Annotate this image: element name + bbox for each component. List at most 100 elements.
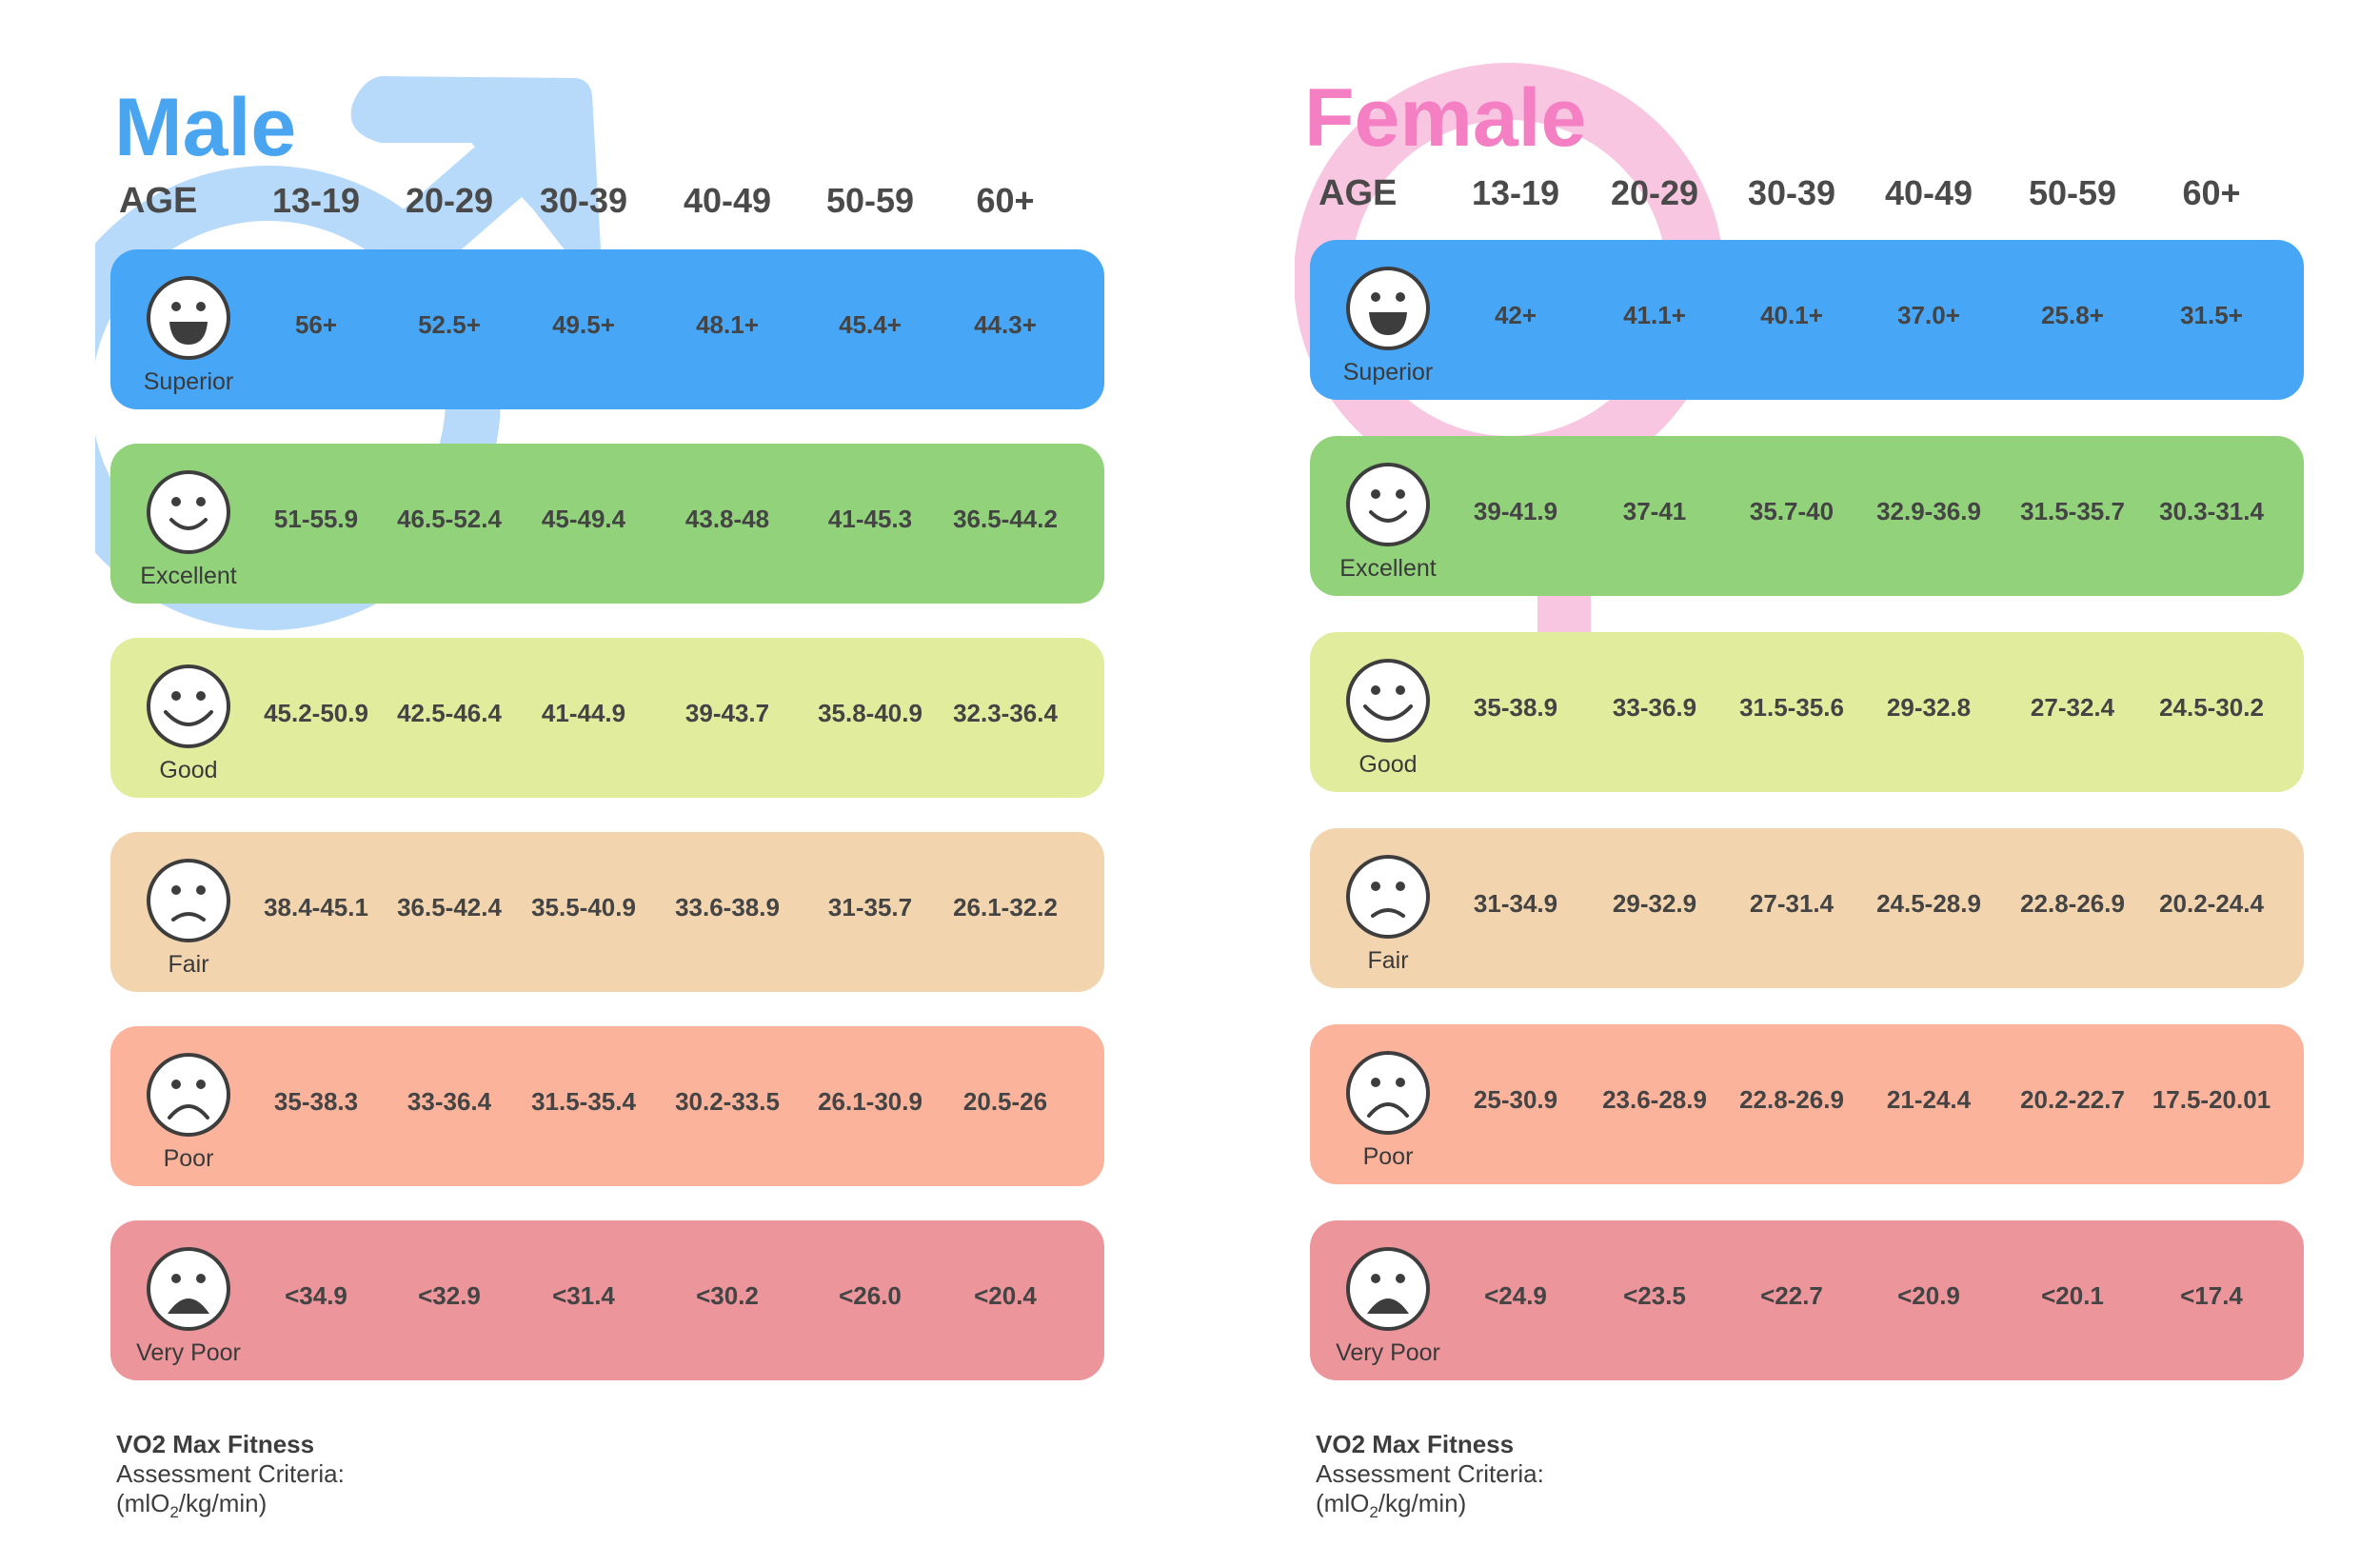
value-cell: 43.8-48 <box>684 505 770 533</box>
age-col-40-49: 40-49 <box>1884 173 1973 212</box>
level-label: Very Poor <box>136 1339 241 1366</box>
value-cell: 29-32.9 <box>1612 889 1697 918</box>
age-col-60-plus: 60+ <box>976 181 1035 220</box>
value-cell: 31.5-35.4 <box>531 1087 636 1116</box>
row-very-poor: Very Poor <34.9 <32.9 <31.4 <30.2 <26.0 … <box>110 1220 1104 1380</box>
footnote-unit: (mlO2/kg/min) <box>116 1489 268 1522</box>
value-cell: 37-41 <box>1622 497 1687 525</box>
value-cell: 33.6-38.9 <box>675 893 780 922</box>
level-label: Excellent <box>1339 555 1437 582</box>
level-label: Poor <box>163 1145 214 1172</box>
value-cell: 37.0+ <box>1897 301 1960 329</box>
frown-face-icon <box>1344 1049 1432 1137</box>
value-cell: <22.7 <box>1760 1281 1823 1310</box>
age-col-40-49: 40-49 <box>683 181 772 220</box>
level-label: Fair <box>1367 947 1409 974</box>
value-cell: 31.5-35.7 <box>2020 497 2125 525</box>
value-cell: 38.4-45.1 <box>264 893 368 922</box>
value-cell: 45-49.4 <box>541 505 626 533</box>
female-age-header: AGE 13-19 20-29 30-39 40-49 50-59 60+ <box>1295 173 2304 230</box>
value-cell: 25-30.9 <box>1473 1085 1558 1114</box>
value-cell: 40.1+ <box>1760 301 1823 329</box>
value-cell: 41-44.9 <box>541 699 626 727</box>
age-label: AGE <box>1319 173 1398 213</box>
value-cell: 31.5+ <box>2180 301 2243 329</box>
row-excellent: Excellent 51-55.9 46.5-52.4 45-49.4 43.8… <box>110 444 1104 604</box>
level-label: Good <box>159 757 218 783</box>
wide-smile-face-icon <box>145 663 232 750</box>
value-cell: <24.9 <box>1484 1281 1547 1310</box>
value-cell: 35-38.3 <box>273 1087 359 1116</box>
value-cell: 31.5-35.6 <box>1739 693 1844 722</box>
male-age-header: AGE 13-19 20-29 30-39 40-49 50-59 60+ <box>95 181 1104 238</box>
level-label: Poor <box>1362 1143 1414 1170</box>
value-cell: 30.2-33.5 <box>675 1087 780 1116</box>
row-fair: Fair 31-34.9 29-32.9 27-31.4 24.5-28.9 2… <box>1310 828 2304 988</box>
level-label: Fair <box>168 951 209 978</box>
row-good: Good 45.2-50.9 42.5-46.4 41-44.9 39-43.7… <box>110 638 1104 798</box>
level-label: Superior <box>1342 359 1434 386</box>
value-cell: 36.5-42.4 <box>397 893 502 922</box>
slight-frown-face-icon <box>1344 853 1432 941</box>
value-cell: 56+ <box>294 310 338 339</box>
value-cell: <23.5 <box>1623 1281 1686 1310</box>
value-cell: 20.2-24.4 <box>2159 889 2264 918</box>
row-excellent: Excellent 39-41.9 37-41 35.7-40 32.9-36.… <box>1310 436 2304 596</box>
value-cell: 46.5-52.4 <box>397 505 502 533</box>
level-label: Good <box>1359 751 1418 778</box>
age-col-20-29: 20-29 <box>1610 173 1699 212</box>
value-cell: 21-24.4 <box>1886 1085 1972 1114</box>
value-cell: 39-41.9 <box>1473 497 1558 525</box>
age-col-50-59: 50-59 <box>2028 173 2117 212</box>
value-cell: 41-45.3 <box>827 505 913 533</box>
row-fair: Fair 38.4-45.1 36.5-42.4 35.5-40.9 33.6-… <box>110 832 1104 992</box>
value-cell: 17.5-20.01 <box>2152 1085 2271 1114</box>
slight-frown-face-icon <box>145 857 232 944</box>
value-cell: <17.4 <box>2180 1281 2243 1310</box>
row-poor: Poor 25-30.9 23.6-28.9 22.8-26.9 21-24.4… <box>1310 1024 2304 1184</box>
value-cell: 48.1+ <box>696 310 759 339</box>
male-footnote: VO2 Max Fitness Assessment Criteria: (ml… <box>116 1430 345 1527</box>
value-cell: 45.4+ <box>839 310 902 339</box>
value-cell: 31-35.7 <box>827 893 913 922</box>
row-poor: Poor 35-38.3 33-36.4 31.5-35.4 30.2-33.5… <box>110 1026 1104 1186</box>
age-col-50-59: 50-59 <box>825 181 915 220</box>
level-label: Superior <box>143 368 234 395</box>
age-col-20-29: 20-29 <box>405 181 494 220</box>
wide-smile-face-icon <box>1344 657 1432 744</box>
value-cell: 25.8+ <box>2041 301 2104 329</box>
age-col-13-19: 13-19 <box>271 181 361 220</box>
footnote-criteria: Assessment Criteria: <box>1316 1459 1544 1488</box>
value-cell: 36.5-44.2 <box>953 505 1058 533</box>
value-cell: 51-55.9 <box>273 505 359 533</box>
footnote-title: VO2 Max Fitness <box>116 1430 315 1458</box>
value-cell: 42+ <box>1494 301 1537 329</box>
value-cell: 27-31.4 <box>1749 889 1835 918</box>
female-panel: Female AGE 13-19 20-29 30-39 40-49 50-59… <box>1295 0 2380 1546</box>
age-label: AGE <box>119 181 198 221</box>
value-cell: 49.5+ <box>552 310 615 339</box>
footnote-title: VO2 Max Fitness <box>1316 1430 1515 1458</box>
female-footnote: VO2 Max Fitness Assessment Criteria: (ml… <box>1316 1430 1544 1527</box>
value-cell: <31.4 <box>552 1281 615 1310</box>
row-superior: Superior 42+ 41.1+ 40.1+ 37.0+ 25.8+ 31.… <box>1310 240 2304 400</box>
value-cell: 26.1-32.2 <box>953 893 1058 922</box>
value-cell: 33-36.9 <box>1612 693 1697 722</box>
smile-face-icon <box>1344 461 1432 548</box>
female-title: Female <box>1304 72 1587 164</box>
value-cell: <20.1 <box>2041 1281 2104 1310</box>
footnote-criteria: Assessment Criteria: <box>116 1459 345 1488</box>
value-cell: <30.2 <box>696 1281 759 1310</box>
value-cell: 31-34.9 <box>1473 889 1558 918</box>
value-cell: 22.8-26.9 <box>1739 1085 1844 1114</box>
frown-face-icon <box>145 1051 232 1139</box>
level-label: Excellent <box>140 563 237 589</box>
value-cell: 41.1+ <box>1623 301 1686 329</box>
row-superior: Superior 56+ 52.5+ 49.5+ 48.1+ 45.4+ 44.… <box>110 249 1104 409</box>
value-cell: 42.5-46.4 <box>397 699 502 727</box>
value-cell: 32.9-36.9 <box>1876 497 1981 525</box>
sad-open-mouth-face-icon <box>145 1245 232 1333</box>
value-cell: <32.9 <box>418 1281 481 1310</box>
row-good: Good 35-38.9 33-36.9 31.5-35.6 29-32.8 2… <box>1310 632 2304 792</box>
value-cell: 24.5-30.2 <box>2159 693 2264 722</box>
